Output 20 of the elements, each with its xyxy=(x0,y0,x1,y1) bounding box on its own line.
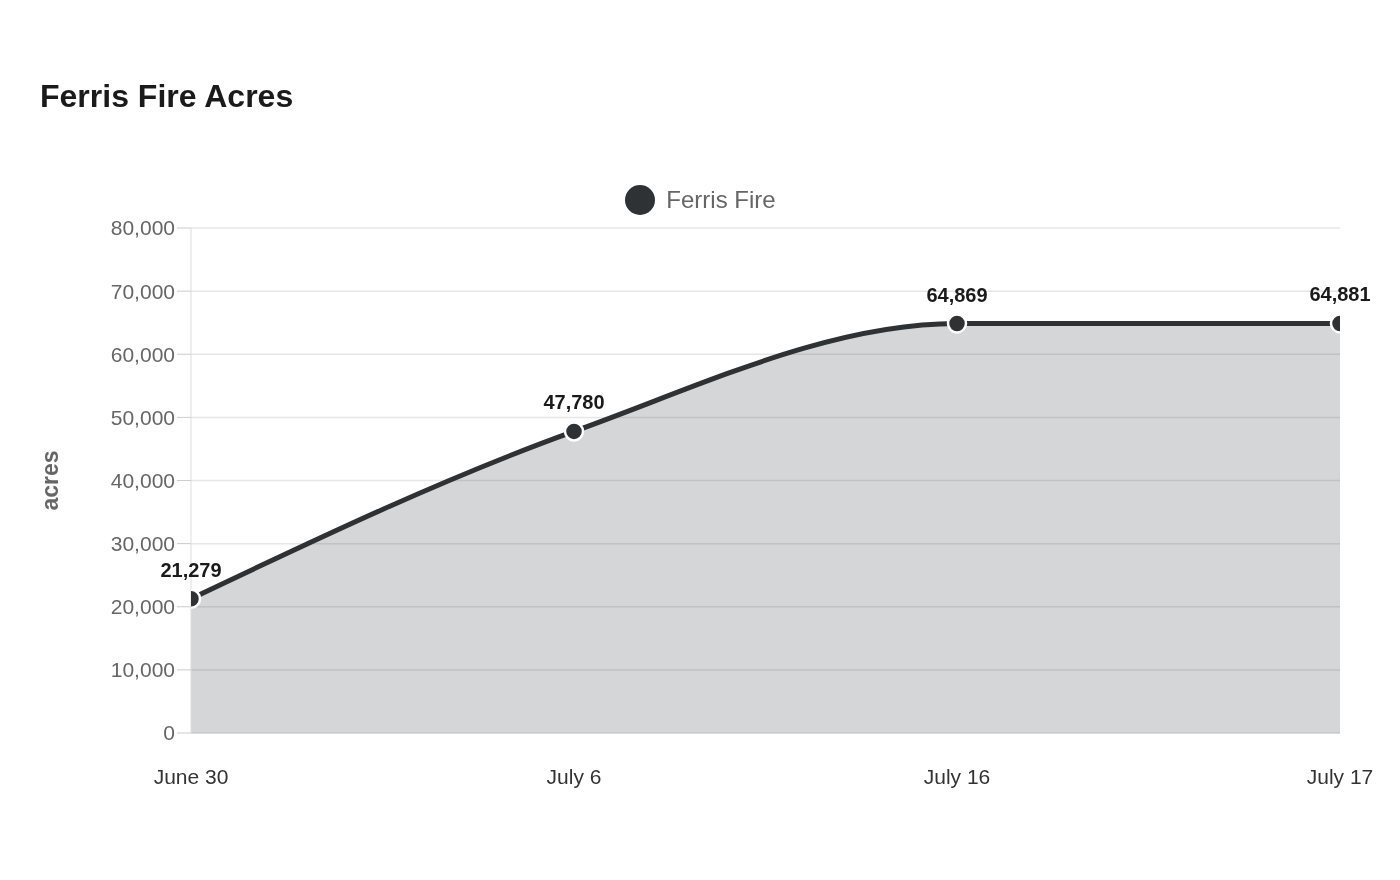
x-tick-label: June 30 xyxy=(153,764,229,788)
y-tick-label: 60,000 xyxy=(110,342,175,366)
y-tick-label: 30,000 xyxy=(110,532,175,556)
x-tick-label: July 17 xyxy=(1306,764,1374,788)
y-tick-label: 0 xyxy=(163,721,175,745)
chart-title: Ferris Fire Acres xyxy=(40,78,294,115)
y-tick-label: 40,000 xyxy=(110,468,175,492)
y-tick-label: 20,000 xyxy=(110,595,175,619)
data-label: 47,780 xyxy=(543,391,605,414)
x-tick-label: July 16 xyxy=(923,764,991,788)
y-tick-label: 50,000 xyxy=(110,405,175,429)
y-tick-label: 80,000 xyxy=(110,216,175,240)
legend-label: Ferris Fire xyxy=(666,186,776,214)
x-tick-label: July 6 xyxy=(546,764,602,788)
data-label: 64,869 xyxy=(926,283,988,306)
data-label: 21,279 xyxy=(160,558,222,581)
y-tick-label: 70,000 xyxy=(110,279,175,303)
y-axis-title: acres xyxy=(37,450,64,511)
data-label: 64,881 xyxy=(1309,283,1371,306)
y-tick-label: 10,000 xyxy=(110,658,175,682)
